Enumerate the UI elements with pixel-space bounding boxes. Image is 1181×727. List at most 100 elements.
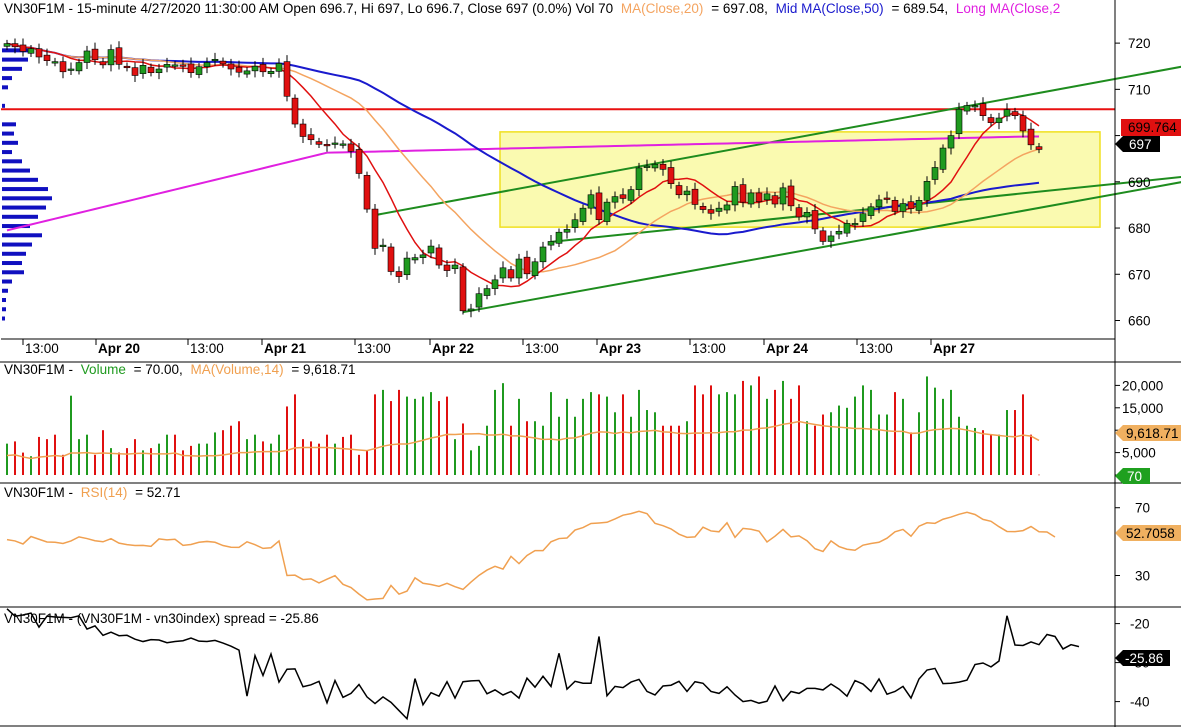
volume-bar xyxy=(614,412,616,475)
candle xyxy=(35,48,43,58)
volume-bar xyxy=(158,443,160,475)
volume-bar xyxy=(622,394,624,475)
volume-bar xyxy=(126,448,128,475)
ma200-line xyxy=(6,135,1039,232)
candle xyxy=(283,61,291,97)
rsi-panel[interactable]: 30 70 xyxy=(6,501,1150,601)
price-tick-label: 660 xyxy=(1128,314,1151,329)
candle xyxy=(603,201,611,222)
candle xyxy=(499,267,507,279)
candle xyxy=(819,230,827,242)
candle xyxy=(219,60,227,65)
candle xyxy=(883,197,891,200)
candle xyxy=(739,184,747,203)
candle xyxy=(419,254,427,258)
candle xyxy=(787,185,795,207)
volume-bar xyxy=(22,452,24,475)
candle xyxy=(235,66,243,73)
candle xyxy=(795,207,803,218)
volume-bar xyxy=(918,412,920,475)
volume-bar xyxy=(1006,410,1008,475)
volume-badges: 9,618.71 70 xyxy=(1115,425,1181,484)
candle xyxy=(507,269,515,279)
profile-bar xyxy=(2,242,32,247)
x-tick-label: 13:00 xyxy=(692,341,726,356)
candle xyxy=(531,261,539,276)
volume-bar xyxy=(318,443,320,475)
candle xyxy=(363,175,371,210)
candle xyxy=(251,65,259,72)
volume-bar xyxy=(382,389,384,475)
candle xyxy=(99,61,107,66)
volume-bar xyxy=(510,425,512,475)
volume-bar xyxy=(702,394,704,475)
candle xyxy=(19,44,27,52)
price-title: VN30F1M - 15-minute 4/27/2020 11:30:00 A… xyxy=(4,1,1060,16)
candle xyxy=(211,58,219,62)
volume-bar xyxy=(478,445,480,475)
volume-bar xyxy=(502,383,504,475)
volume-bar xyxy=(438,401,440,475)
ma-short-line xyxy=(6,42,1040,288)
x-tick-label: Apr 27 xyxy=(933,341,975,356)
volume-bar xyxy=(902,398,904,475)
candle xyxy=(427,245,435,254)
volume-bar xyxy=(62,454,64,475)
candle xyxy=(51,61,59,64)
volume-bar xyxy=(982,430,984,475)
rsi-badge-group: 52.7058 xyxy=(1115,525,1181,541)
profile-bar xyxy=(2,76,12,81)
candles xyxy=(3,38,1043,318)
candle xyxy=(395,271,403,277)
candle xyxy=(155,68,163,74)
candle xyxy=(747,192,755,205)
candle xyxy=(1035,146,1043,150)
volume-bar xyxy=(598,394,600,475)
volume-bar xyxy=(238,421,240,475)
x-tick-label: Apr 21 xyxy=(264,341,307,356)
x-tick-label: 13:00 xyxy=(859,341,893,356)
volume-bar xyxy=(950,389,952,475)
volume-bar xyxy=(854,396,856,475)
price-panel[interactable]: 13:00 Apr 20 13:00 Apr 21 13:00 Apr 22 13:00 Ap… xyxy=(1,36,1181,356)
candle xyxy=(963,105,971,112)
volume-bar xyxy=(814,425,816,475)
volume-bar xyxy=(6,443,8,475)
channel-line xyxy=(374,65,1181,217)
profile-bar xyxy=(2,251,26,256)
volume-title: VN30F1M - Volume = 70.00, MA(Volume,14) … xyxy=(4,362,356,377)
volume-bar xyxy=(550,392,552,475)
profile-bar xyxy=(2,168,30,173)
profile-bar xyxy=(2,233,42,238)
volume-bar xyxy=(494,389,496,475)
volume-bar xyxy=(270,443,272,475)
profile-bar xyxy=(2,159,22,164)
volume-bar xyxy=(278,434,280,475)
ma20-line xyxy=(6,42,1040,273)
candle xyxy=(91,48,99,61)
volume-bar xyxy=(462,423,464,475)
candle xyxy=(291,97,299,125)
volume-bar xyxy=(86,434,88,475)
volume-bar xyxy=(998,434,1000,475)
candle xyxy=(547,241,555,246)
candle xyxy=(907,201,915,209)
candle xyxy=(811,210,819,230)
ma-badge-text: 699.764 xyxy=(1128,120,1177,135)
volume-bar xyxy=(958,416,960,475)
volume-bar xyxy=(78,439,80,475)
candle xyxy=(27,48,35,54)
candle xyxy=(915,200,923,211)
candle xyxy=(483,288,491,296)
volume-bar xyxy=(894,392,896,475)
candle xyxy=(835,230,843,235)
volume-bar xyxy=(38,436,40,475)
candle xyxy=(571,219,579,228)
candle xyxy=(731,186,739,206)
volume-bar xyxy=(486,425,488,475)
candle xyxy=(459,266,467,312)
volume-bar xyxy=(974,427,976,475)
volume-bar xyxy=(726,392,728,475)
